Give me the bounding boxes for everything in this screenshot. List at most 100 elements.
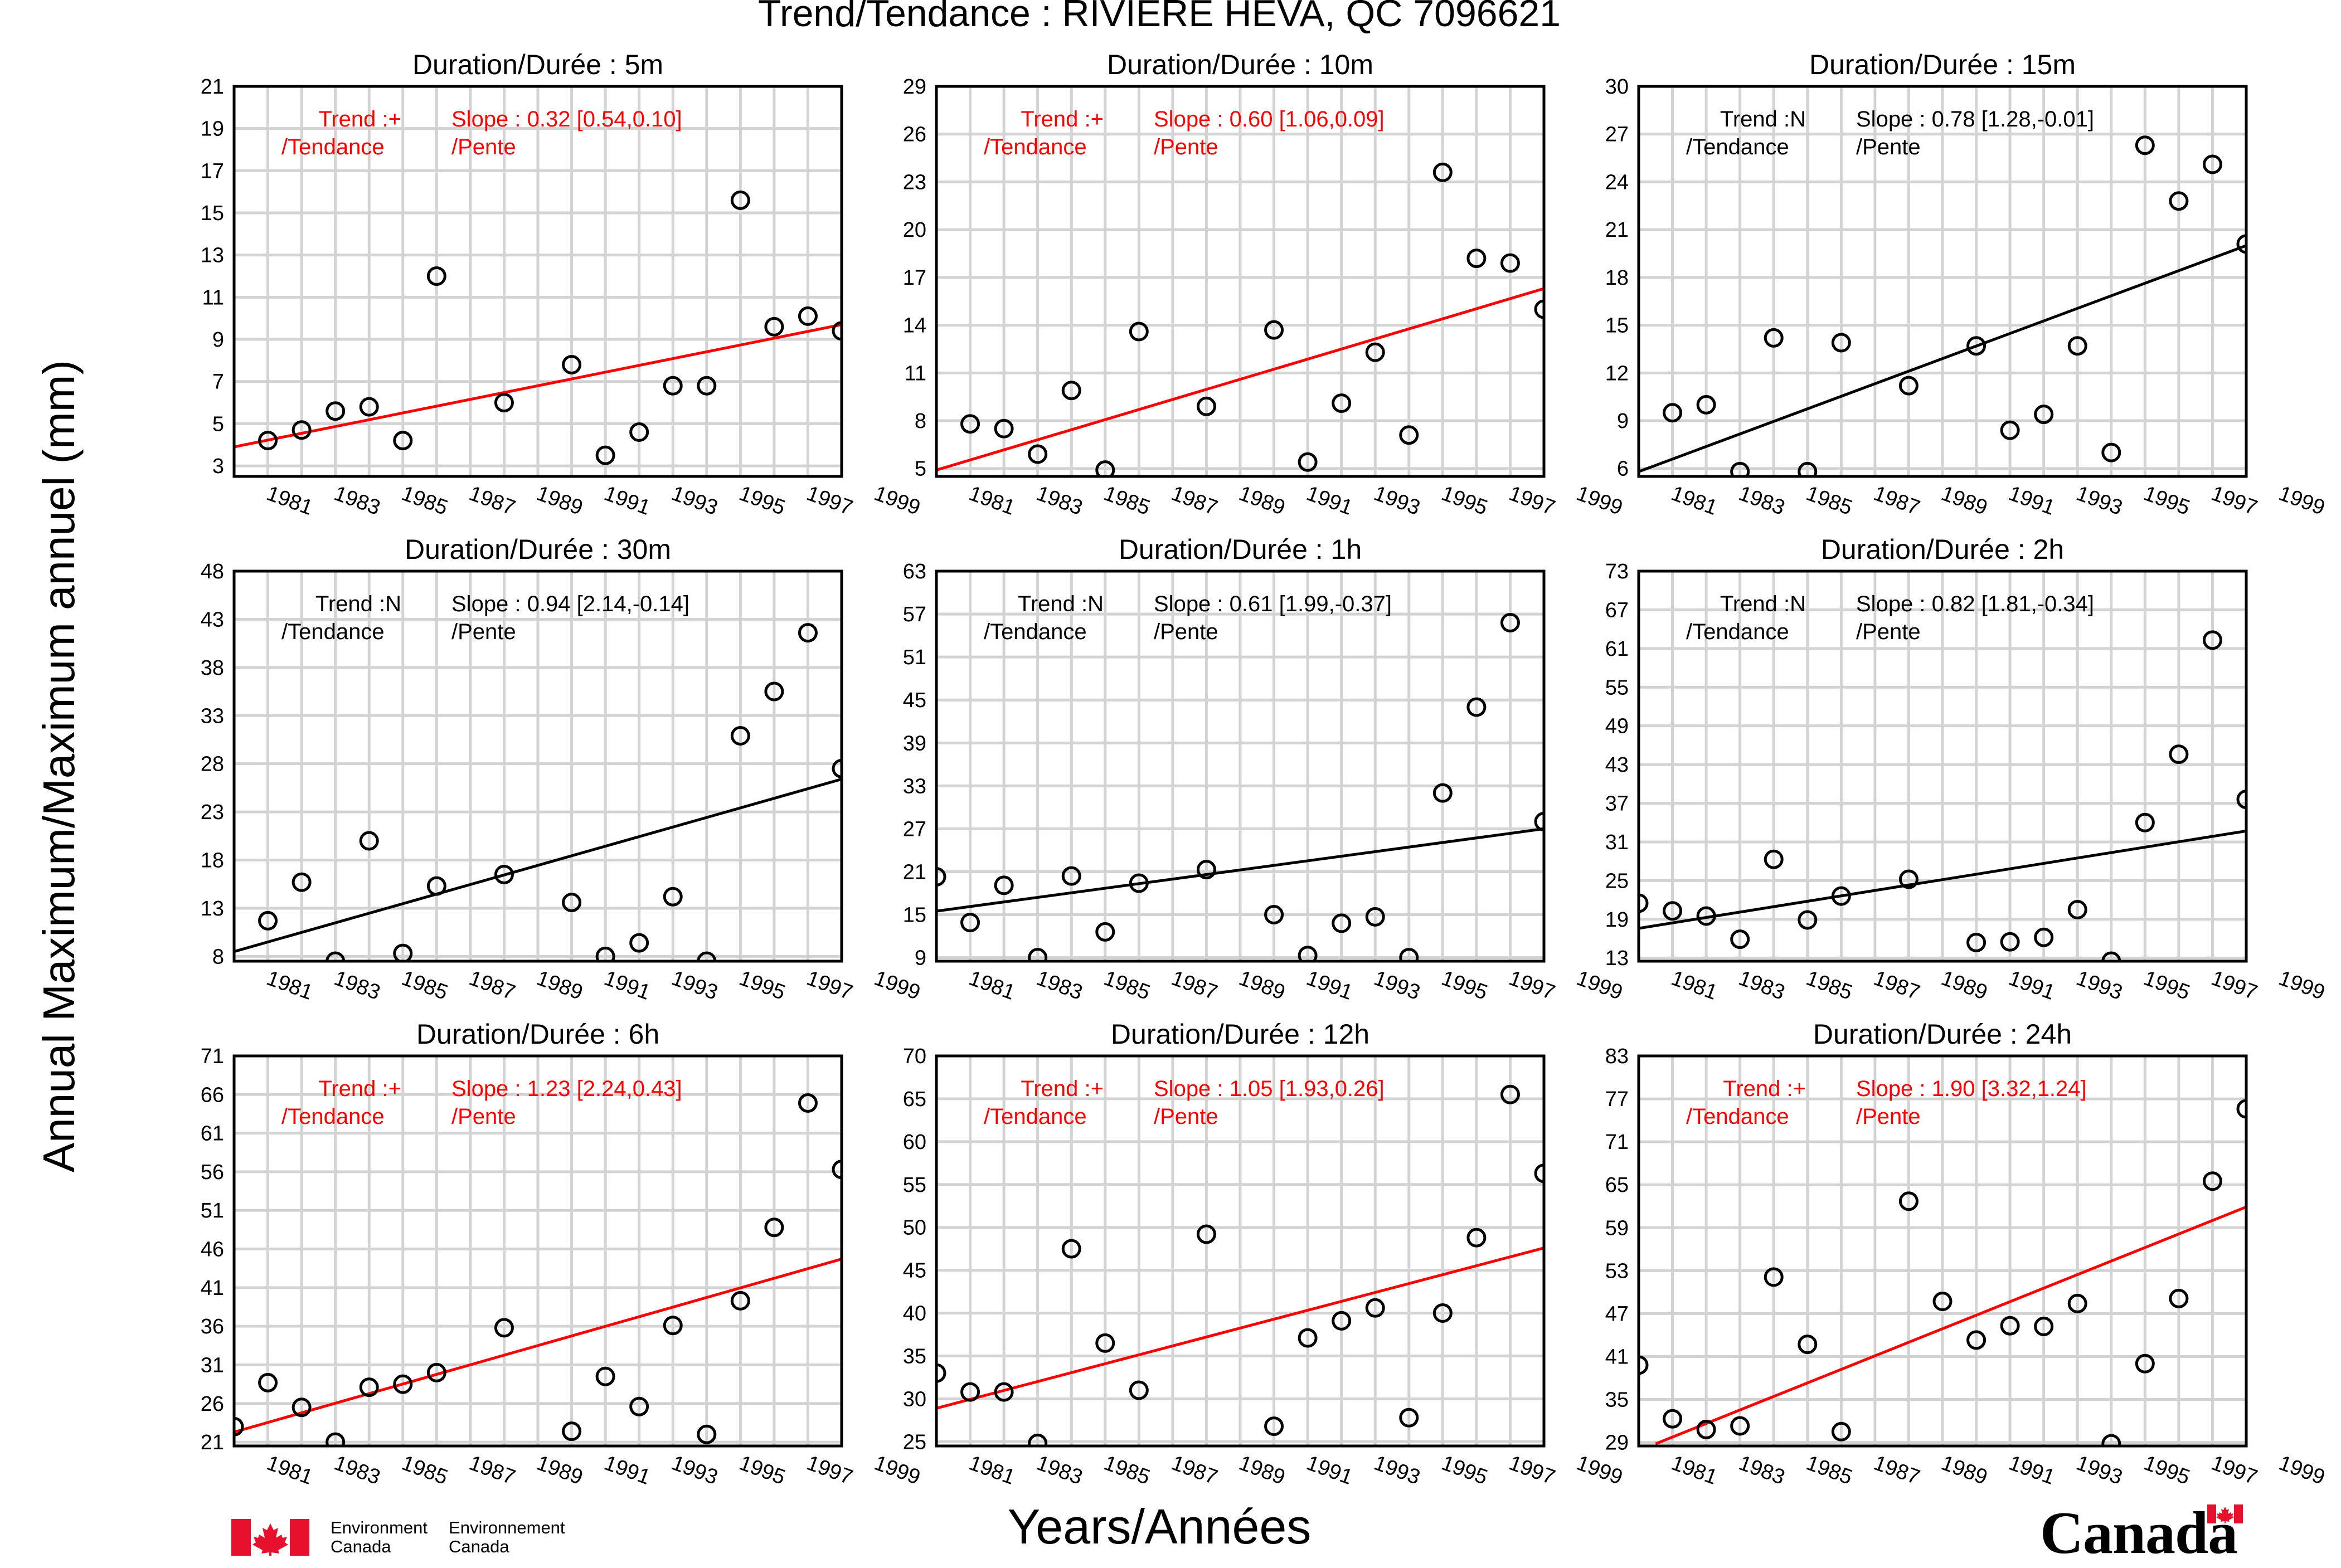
trend-line — [1639, 829, 2246, 930]
x-tick-label: 1985 — [1803, 482, 1856, 520]
x-tick-label: 1987 — [1871, 1452, 1923, 1489]
y-tick-label: 43 — [1605, 753, 1629, 777]
chart-panel-5: 9 15 21 27 33 39 45 51 57 63 1981 1983 1985 1987 1989 1… — [903, 534, 1626, 1005]
x-tick-label: 1989 — [1938, 967, 1990, 1005]
data-point — [764, 681, 784, 702]
data-point — [359, 397, 379, 417]
data-point — [1298, 1328, 1318, 1348]
y-tick-label: 5 — [212, 412, 224, 436]
y-tick-label: 29 — [1605, 1431, 1629, 1455]
y-tick-label: 55 — [903, 1173, 926, 1197]
data-point — [764, 1218, 784, 1238]
x-tick-label: 1999 — [871, 1452, 924, 1489]
y-tick-label: 31 — [201, 1353, 224, 1377]
slope-label: Slope : 0.60 [1.06,0.09] — [1154, 107, 1385, 132]
trend-label-fr: /Tendance — [281, 1104, 385, 1129]
y-tick-label: 5 — [915, 457, 926, 481]
chart-panel-4: 8 13 18 23 28 33 38 43 48 1981 1983 1985 1987 1989 199… — [201, 534, 924, 1005]
x-tick-label: 1993 — [2073, 482, 2125, 520]
y-tick-label: 59 — [1605, 1216, 1629, 1240]
data-point — [832, 321, 842, 341]
trend-label: Trend :N — [1720, 107, 1806, 132]
agency-en-line2: Canada — [331, 1537, 391, 1556]
slope-label-fr: /Pente — [1154, 620, 1218, 644]
data-point — [426, 876, 446, 896]
slope-label-fr: /Pente — [1154, 135, 1218, 159]
data-point — [234, 1416, 244, 1436]
x-tick-label: 1995 — [2141, 967, 2193, 1005]
x-tick-label: 1989 — [533, 967, 586, 1005]
y-tick-label: 60 — [903, 1131, 926, 1154]
x-tick-label: 1983 — [331, 1452, 383, 1489]
data-point — [832, 758, 842, 778]
data-point — [697, 951, 717, 961]
trend-line — [936, 827, 1544, 913]
data-point — [629, 1396, 649, 1416]
x-tick-label: 1991 — [2005, 1452, 2058, 1489]
chart-panel-9: 29 35 41 47 53 59 65 71 77 83 1981 1983 1985 1987 1989… — [1605, 1019, 2328, 1489]
data-point — [1798, 910, 1818, 930]
x-tick-label: 1983 — [1033, 967, 1086, 1005]
data-point — [1966, 1330, 1987, 1350]
y-tick-label: 33 — [201, 704, 224, 728]
data-point — [2169, 744, 2189, 764]
data-point — [663, 1316, 683, 1336]
y-tick-label: 39 — [903, 732, 926, 755]
x-tick-label: 1991 — [1303, 967, 1356, 1005]
x-tick-label: 1983 — [331, 967, 383, 1005]
y-tick-label: 9 — [212, 328, 224, 352]
x-tick-label: 1981 — [264, 967, 316, 1005]
data-point — [1663, 1409, 1683, 1429]
y-tick-label: 41 — [1605, 1345, 1629, 1369]
data-layer — [234, 190, 842, 465]
data-point — [1966, 932, 1987, 952]
data-point — [2169, 191, 2189, 211]
data-point — [994, 875, 1014, 895]
chart-title: Duration/Durée : 10m — [1107, 49, 1373, 80]
y-tick-label: 50 — [903, 1216, 926, 1240]
data-point — [1534, 812, 1544, 832]
trend-line — [936, 1246, 1544, 1410]
data-point — [1466, 249, 1487, 269]
y-tick-label: 71 — [201, 1045, 224, 1068]
x-tick-label: 1995 — [736, 967, 789, 1005]
y-tick-label: 27 — [903, 817, 926, 841]
data-point — [1264, 320, 1284, 340]
data-point — [1831, 333, 1851, 353]
x-tick-label: 1995 — [736, 1452, 789, 1489]
data-point — [1432, 162, 1453, 182]
x-tick-label: 1981 — [1668, 1452, 1721, 1489]
y-tick-label: 43 — [201, 608, 224, 631]
trend-line — [234, 323, 842, 449]
data-point — [960, 1382, 980, 1402]
x-tick-label: 1991 — [2005, 967, 2058, 1005]
data-point — [1764, 328, 1784, 348]
x-tick-label: 1983 — [1736, 482, 1788, 520]
data-point — [663, 887, 683, 907]
data-point — [1466, 697, 1487, 717]
y-tick-label: 49 — [1605, 715, 1629, 738]
chart-title: Duration/Durée : 5m — [412, 49, 663, 80]
agency-fr-line2: Canada — [449, 1537, 509, 1556]
data-point — [1365, 907, 1385, 927]
data-point — [393, 1374, 413, 1394]
x-tick-label: 1993 — [668, 482, 721, 520]
data-layer — [1639, 135, 2246, 476]
x-tick-label: 1983 — [1033, 482, 1086, 520]
data-point — [1332, 913, 1352, 933]
data-point — [1129, 1380, 1149, 1400]
data-point — [494, 864, 514, 884]
y-tick-label: 18 — [201, 849, 224, 873]
trend-label: Trend :N — [1018, 592, 1104, 616]
x-tick-label: 1999 — [1573, 482, 1626, 520]
data-point — [936, 1363, 946, 1383]
data-point — [2000, 1316, 2020, 1336]
y-tick-label: 23 — [903, 171, 926, 194]
data-point — [258, 431, 278, 451]
x-tick-label: 1991 — [601, 482, 653, 520]
x-tick-label: 1989 — [533, 482, 586, 520]
data-point — [2067, 336, 2087, 356]
y-tick-label: 45 — [903, 1259, 926, 1283]
chart-title: Duration/Durée : 15m — [1809, 49, 2076, 80]
